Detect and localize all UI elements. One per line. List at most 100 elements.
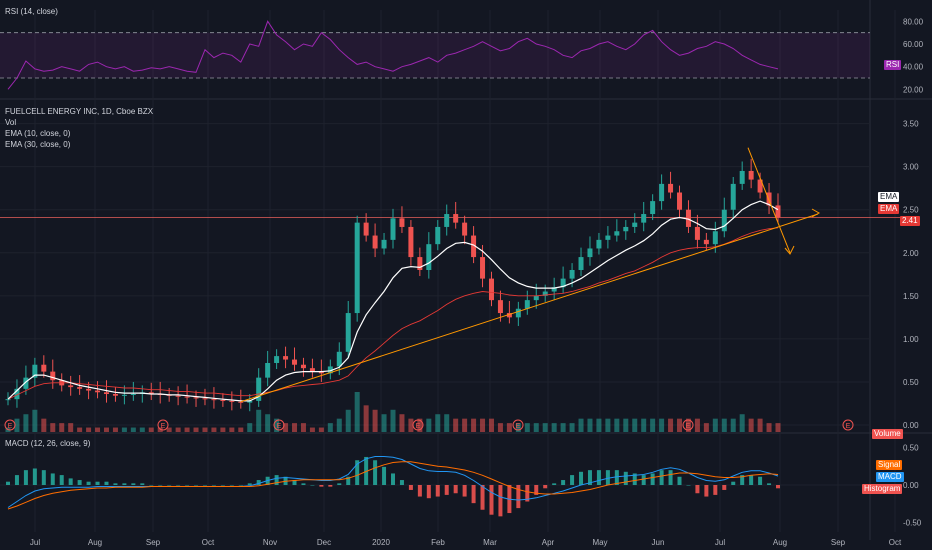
macd-histogram-bar	[229, 485, 234, 486]
candle-body	[480, 257, 486, 279]
volume-bar	[211, 427, 217, 432]
volume-bar	[300, 423, 306, 432]
volume-bar	[471, 418, 477, 432]
macd-histogram-bar	[776, 485, 780, 489]
volume-bar	[659, 418, 665, 432]
volume-bar	[336, 418, 342, 432]
macd-label: MACD (12, 26, close, 9)	[5, 439, 91, 448]
time-axis: Jul Aug Sep Oct Nov Dec 2020 Feb Mar Apr May Jun Jul…	[30, 538, 902, 547]
volume-bar	[112, 427, 118, 432]
macd-tick-label: -0.50	[903, 519, 922, 528]
macd-histogram-bar	[238, 485, 243, 486]
volume-bar	[399, 414, 405, 432]
volume-bar	[166, 427, 172, 432]
macd-histogram-bar	[480, 485, 485, 510]
volume-bar	[157, 427, 163, 432]
candle-body	[229, 400, 235, 402]
volume-bar	[524, 423, 530, 432]
macd-histogram-bar	[211, 485, 216, 486]
volume-bar	[14, 418, 20, 432]
macd-histogram-bar	[185, 485, 190, 486]
volume-bar	[623, 418, 629, 432]
time-tick-label: Sep	[831, 538, 846, 547]
volume-bar	[390, 409, 396, 432]
time-tick-label: Apr	[542, 538, 555, 547]
macd-histogram-bar	[328, 485, 333, 487]
macd-tag: MACD	[876, 472, 904, 482]
volume-bar	[32, 409, 38, 432]
signal-line	[7, 461, 779, 510]
earnings-marker	[157, 419, 169, 431]
legend-vol: Vol	[5, 118, 17, 127]
candle-body	[86, 388, 92, 391]
candle-body	[95, 390, 101, 393]
candle-body	[354, 222, 360, 314]
macd-histogram-bar	[534, 485, 539, 495]
time-tick-label: Feb	[431, 538, 445, 547]
macd-histogram-bar	[301, 483, 306, 485]
volume-bar	[193, 427, 199, 432]
volume-bar	[685, 418, 691, 432]
rsi-pane[interactable]	[0, 20, 870, 90]
macd-histogram-bar	[462, 485, 467, 497]
price-pane[interactable]	[0, 147, 900, 432]
macd-histogram-bar	[740, 475, 745, 485]
macd-histogram-bar	[596, 470, 601, 485]
price-axes: 80.00 60.00 40.00 20.00 3.50 3.00 2.50 2.00 1.50…	[903, 17, 924, 527]
earnings-marker	[273, 419, 285, 431]
macd-histogram-bar	[131, 483, 136, 485]
candle-body	[238, 401, 244, 403]
macd-histogram-bar	[722, 485, 727, 490]
volume-bar	[309, 427, 315, 432]
time-tick-label: Jun	[652, 538, 665, 547]
time-tick-label: Nov	[263, 538, 277, 547]
volume-bar	[121, 427, 127, 432]
volume-bar	[130, 427, 136, 432]
macd-tick-label: 0.50	[903, 444, 919, 453]
macd-histogram-bar	[408, 485, 413, 490]
ema-slow-tag: EMA	[878, 204, 900, 214]
candle-body	[292, 359, 298, 365]
price-tick-label: 1.00	[903, 335, 919, 344]
candle-body	[605, 235, 611, 240]
macd-histogram-bar	[346, 476, 351, 485]
macd-histogram-bar	[632, 473, 637, 485]
volume-bar	[641, 418, 647, 432]
macd-histogram-bar	[319, 485, 324, 487]
candle-body	[569, 270, 575, 279]
macd-histogram-bar	[337, 483, 342, 485]
volume-bar	[256, 409, 262, 432]
candle-body	[390, 218, 396, 240]
candle-body	[506, 313, 512, 318]
volume-bar	[668, 418, 674, 432]
candle-body	[363, 222, 369, 236]
candle-body	[345, 313, 351, 352]
ema-10-line	[7, 200, 779, 402]
rsi-tick-label: 60.00	[903, 40, 924, 49]
price-tick-label: 1.50	[903, 292, 919, 301]
macd-line	[7, 456, 779, 508]
candle-body	[748, 170, 754, 180]
macd-histogram-bar	[426, 485, 431, 499]
price-tick-label: 3.50	[903, 120, 919, 129]
candle-body	[5, 399, 11, 401]
volume-bar	[497, 423, 503, 432]
volume-bar	[757, 418, 763, 432]
macd-histogram-bar	[489, 485, 494, 515]
candle-body	[712, 231, 718, 245]
macd-histogram-bar	[516, 485, 521, 509]
candle-body	[623, 226, 629, 232]
candle-body	[453, 214, 459, 223]
macd-pane[interactable]	[0, 456, 870, 517]
volume-bar	[139, 427, 145, 432]
earnings-marker	[842, 419, 854, 431]
time-tick-label: Aug	[88, 538, 102, 547]
macd-histogram-bar	[149, 485, 154, 486]
earnings-marker	[682, 419, 694, 431]
candle-body	[372, 235, 378, 249]
candle-body	[462, 222, 468, 236]
macd-histogram-bar	[525, 485, 530, 502]
